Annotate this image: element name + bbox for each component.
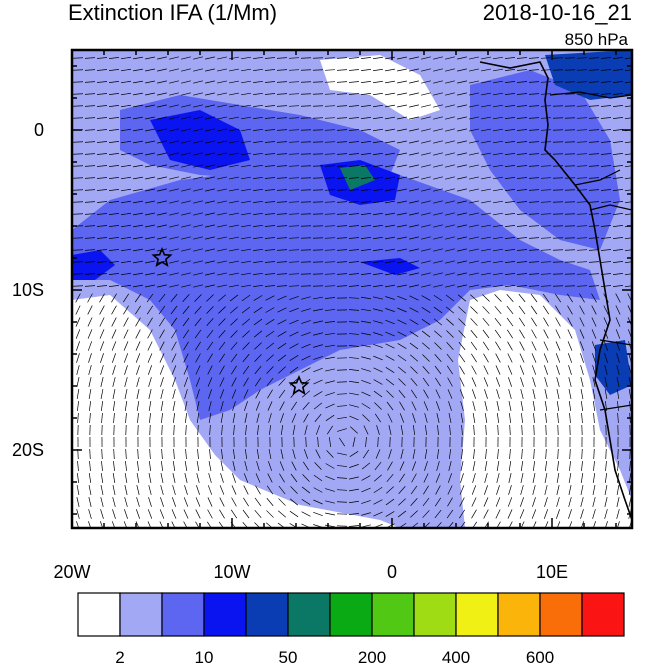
colorbar-label-200: 200 <box>352 648 392 668</box>
colorbar-label-2: 2 <box>100 648 140 668</box>
colorbar-swatch-10 <box>498 593 540 636</box>
colorbar <box>78 593 624 636</box>
colorbar-swatch-6 <box>330 593 372 636</box>
colorbar-swatch-5 <box>288 593 330 636</box>
map-field <box>72 50 635 531</box>
colorbar-label-10: 10 <box>184 648 224 668</box>
colorbar-swatch-1 <box>120 593 162 636</box>
colorbar-label-400: 400 <box>436 648 476 668</box>
colorbar-swatch-7 <box>372 593 414 636</box>
colorbar-swatch-11 <box>540 593 582 636</box>
colorbar-swatch-12 <box>582 593 624 636</box>
colorbar-label-600: 600 <box>520 648 560 668</box>
colorbar-swatch-4 <box>246 593 288 636</box>
colorbar-swatch-2 <box>162 593 204 636</box>
colorbar-label-50: 50 <box>268 648 308 668</box>
colorbar-swatch-0 <box>78 593 120 636</box>
colorbar-swatch-3 <box>204 593 246 636</box>
colorbar-swatch-8 <box>414 593 456 636</box>
colorbar-swatch-9 <box>456 593 498 636</box>
